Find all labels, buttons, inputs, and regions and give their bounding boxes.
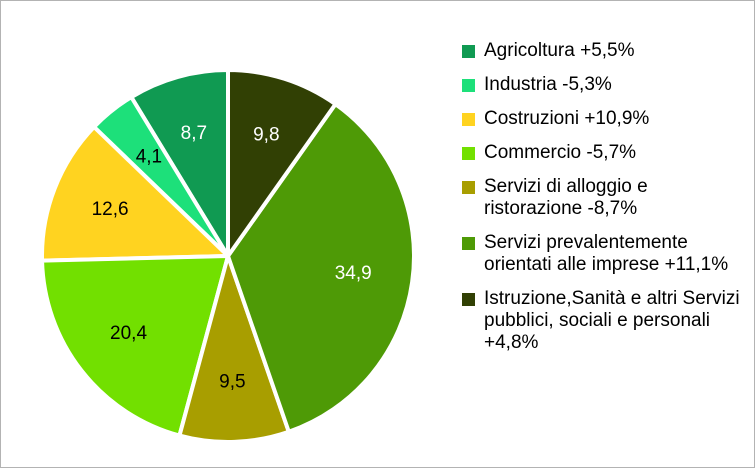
pie-slice — [177, 249, 292, 444]
pie-slice — [40, 124, 233, 263]
legend-swatch — [462, 79, 475, 92]
data-label: 4,1 — [136, 146, 162, 167]
data-label: 34,9 — [335, 263, 372, 284]
data-label: 20,4 — [110, 323, 147, 344]
data-label: 8,7 — [181, 123, 207, 144]
legend-swatch — [462, 293, 475, 306]
legend-item: Agricoltura +5,5% — [462, 40, 747, 62]
legend-label: Istruzione,Sanità e altri Servizi pubbli… — [484, 288, 740, 353]
pie-slice — [226, 67, 339, 263]
legend-swatch — [462, 45, 475, 58]
legend-swatch — [462, 237, 475, 250]
data-label: 12,6 — [92, 199, 129, 220]
legend-swatch — [462, 113, 475, 126]
legend: Agricoltura +5,5% Industria -5,3% Costruzi… — [462, 40, 747, 366]
legend-swatch — [462, 181, 475, 194]
legend-label: Costruzioni +10,9% — [484, 108, 650, 129]
pie-slice — [225, 101, 416, 435]
legend-label: Commercio -5,7% — [484, 142, 637, 163]
legend-item: Servizi prevalentemente orientati alle i… — [462, 232, 747, 276]
legend-item: Servizi di alloggio e ristorazione -8,7% — [462, 176, 747, 220]
legend-swatch — [462, 147, 475, 160]
pie-slice — [40, 253, 231, 439]
data-label: 9,5 — [219, 371, 245, 392]
legend-label: Servizi prevalentemente orientati alle i… — [484, 232, 729, 275]
legend-item: Commercio -5,7% — [462, 142, 747, 164]
legend-label: Agricoltura +5,5% — [484, 40, 635, 61]
legend-item: Costruzioni +10,9% — [462, 108, 747, 130]
legend-item: Industria -5,3% — [462, 74, 747, 96]
data-label: 9,8 — [253, 124, 279, 145]
legend-label: Servizi di alloggio e ristorazione -8,7% — [484, 176, 648, 219]
legend-item: Istruzione,Sanità e altri Servizi pubbli… — [462, 288, 747, 354]
legend-label: Industria -5,3% — [484, 74, 612, 95]
